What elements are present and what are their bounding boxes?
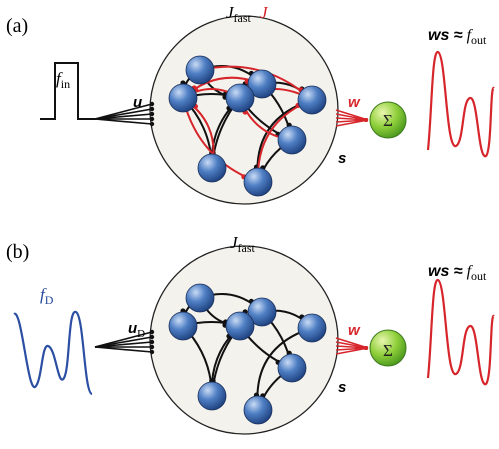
neuron	[198, 154, 226, 182]
output-signal	[428, 280, 494, 384]
synapse	[150, 102, 154, 106]
input-signal	[40, 63, 95, 119]
synapse	[150, 340, 154, 344]
sum-symbol: Σ	[383, 341, 393, 360]
subscript: D	[45, 293, 54, 307]
diagram: (a) Jfast J fin u w s Σ ws ≈fout (b) Jfa…	[0, 0, 499, 449]
synapse	[364, 118, 368, 122]
panel-label: (a)	[6, 15, 28, 37]
neuron	[169, 84, 197, 112]
neuron	[198, 382, 226, 410]
input-label: fD	[40, 285, 54, 307]
sum-symbol: Σ	[383, 111, 393, 130]
input-weights-label: u	[133, 94, 142, 111]
neuron	[278, 354, 306, 382]
synapse	[150, 345, 154, 349]
output-signal	[428, 52, 494, 156]
synapse	[150, 117, 154, 121]
synapse	[150, 112, 154, 116]
symbol: u	[128, 320, 137, 337]
synapse	[364, 346, 368, 350]
subscript: in	[61, 77, 70, 91]
neuron	[186, 56, 214, 84]
prefix: ws ≈	[428, 27, 463, 44]
readout-weights-label: w	[348, 322, 361, 339]
subscript: fast	[234, 11, 252, 25]
synapse	[150, 122, 154, 126]
panel-label: (b)	[6, 241, 29, 263]
prefix: ws ≈	[428, 263, 463, 280]
subscript: D	[137, 328, 145, 340]
neuron	[226, 84, 254, 112]
subscript: fast	[238, 241, 256, 255]
neuron	[244, 396, 272, 424]
neuron	[298, 314, 326, 342]
rates-label: s	[338, 150, 346, 167]
neuron	[244, 168, 272, 196]
neuron	[278, 126, 306, 154]
synapse	[150, 330, 154, 334]
neuron	[169, 312, 197, 340]
synapse	[150, 335, 154, 339]
neuron	[226, 312, 254, 340]
neuron	[186, 284, 214, 312]
synapse	[150, 350, 154, 354]
connectivity-label: Jfast	[226, 3, 252, 25]
synapse	[150, 107, 154, 111]
subscript: out	[471, 269, 487, 283]
rates-label: s	[338, 379, 346, 396]
drawing	[14, 16, 494, 434]
subscript: out	[471, 33, 487, 47]
input-label: fin	[56, 69, 70, 91]
output-label: ws ≈fout	[428, 27, 487, 47]
input-signal	[14, 312, 92, 394]
readout-weights-label: w	[348, 94, 361, 111]
neuron	[298, 86, 326, 114]
connectivity-label: Jfast	[230, 233, 256, 255]
